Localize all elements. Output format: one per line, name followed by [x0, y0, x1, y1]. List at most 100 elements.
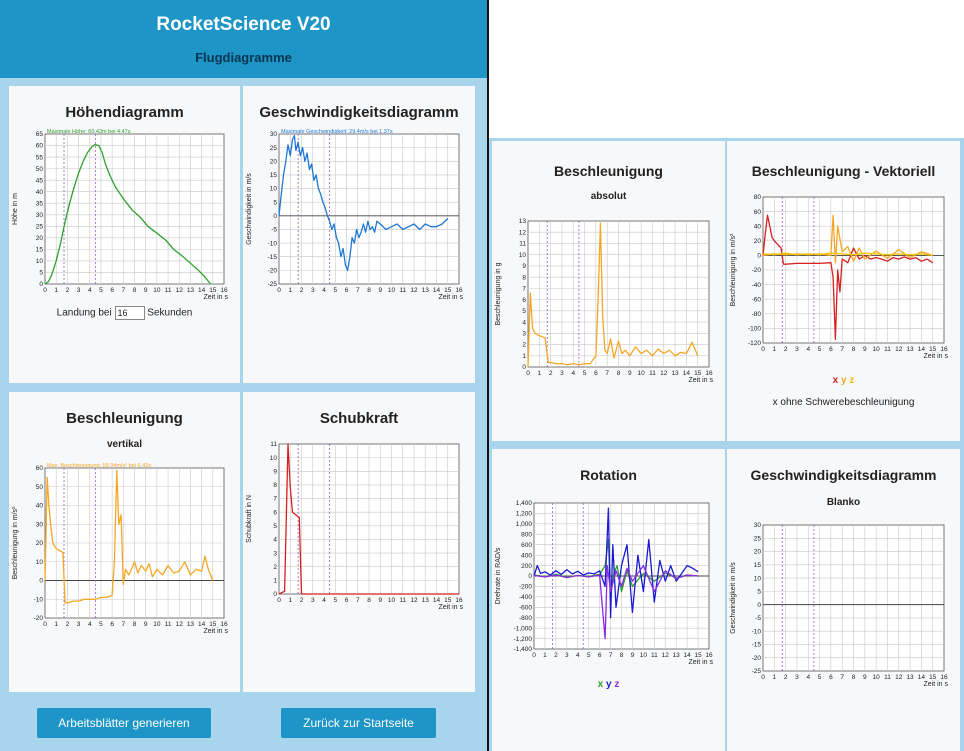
x-tick-label: 4	[88, 621, 92, 628]
x-tick-label: 16	[455, 597, 463, 604]
legend-x: x	[597, 679, 604, 690]
y-tick-label: 65	[36, 131, 44, 138]
card-subtitle: Blanko	[826, 497, 861, 508]
x-tick-label: 11	[649, 370, 656, 377]
x-tick-label: 8	[133, 621, 137, 628]
legend-z: z	[849, 375, 855, 386]
y-tick-label: 10	[270, 186, 278, 193]
y-tick-label: 20	[754, 238, 762, 245]
y-tick-label: 5	[273, 523, 277, 530]
y-tick-label: 4	[273, 537, 277, 544]
y-tick-label: 40	[36, 189, 44, 196]
y-tick-label: 35	[36, 200, 44, 207]
chart-annotation: Maximale Geschwindigkeit: 29.4m/s bei 1.…	[281, 129, 393, 135]
y-tick-label: -800	[519, 615, 532, 622]
x-tick-label: 6	[598, 652, 602, 659]
card-beschleunigung-vektoriell: Beschleunigung - Vektoriell 0 1 2 3 4 5 6 7 8 9 10…	[727, 141, 960, 441]
x-tick-label: 0	[761, 346, 765, 353]
window-divider	[487, 0, 489, 751]
x-tick-label: 14	[433, 287, 441, 294]
x-tick-label: 10	[638, 370, 646, 377]
y-tick-label: 400	[521, 552, 532, 559]
y-tick-label: 60	[36, 465, 44, 472]
x-tick-label: 1	[54, 621, 58, 628]
x-tick-label: 9	[378, 287, 382, 294]
card-title: Höhendiagramm	[65, 104, 184, 121]
y-tick-label: 800	[521, 531, 532, 538]
x-tick-label: 12	[660, 370, 668, 377]
x-tick-label: 9	[144, 621, 148, 628]
right-app-panel: Beschleunigung absolut 0 1 2 3 4 5 6 7 8 9 10 11 12 1…	[489, 138, 964, 751]
y-tick-label: 60	[754, 209, 762, 216]
x-tick-label: 12	[895, 346, 903, 353]
page-subtitle: Flugdiagramme	[195, 50, 292, 65]
x-tick-label: 13	[906, 346, 914, 353]
y-axis-label: Schubkraft in N	[246, 495, 253, 543]
generate-worksheets-button[interactable]: Arbeitsblätter generieren	[37, 708, 211, 738]
y-tick-label: -1,200	[514, 636, 533, 643]
back-to-start-button[interactable]: Zurück zur Startseite	[281, 708, 436, 738]
x-tick-label: 11	[884, 346, 891, 353]
y-tick-label: -5	[271, 227, 277, 234]
series-line-blue	[278, 134, 449, 272]
x-tick-label: 4	[576, 652, 580, 659]
y-axis-label: Beschleunigung in g	[495, 262, 502, 325]
y-tick-label: -1,000	[514, 625, 533, 632]
x-tick-label: 10	[153, 621, 161, 628]
x-tick-label: 13	[673, 652, 681, 659]
x-tick-label: 2	[549, 370, 553, 377]
y-tick-label: 30	[36, 521, 44, 528]
landing-seconds-input[interactable]: 16	[114, 306, 145, 320]
x-tick-label: 2	[784, 674, 788, 681]
x-tick-label: 8	[852, 674, 856, 681]
y-axis-label: Höhe in m	[12, 193, 19, 225]
x-tick-label: 2	[554, 652, 558, 659]
x-tick-label: 10	[388, 287, 396, 294]
x-tick-label: 13	[187, 621, 195, 628]
x-tick-label: 5	[99, 621, 103, 628]
x-tick-label: 6	[345, 287, 349, 294]
y-tick-label: 1,000	[516, 521, 533, 528]
card-title: Beschleunigung	[66, 410, 183, 427]
x-tick-label: 10	[640, 652, 648, 659]
y-tick-label: 25	[36, 224, 44, 231]
landing-suffix: Sekunden	[147, 307, 193, 319]
y-tick-label: -20	[34, 615, 44, 622]
x-tick-label: 5	[818, 346, 822, 353]
y-tick-label: -20	[268, 268, 278, 275]
x-tick-label: 8	[367, 597, 371, 604]
legend-y: y	[606, 679, 612, 690]
x-tick-label: 10	[873, 674, 881, 681]
x-tick-label: 7	[356, 597, 360, 604]
y-tick-label: 15	[36, 247, 44, 254]
x-tick-label: 1	[773, 674, 777, 681]
y-tick-label: 10	[270, 455, 278, 462]
y-tick-label: 12	[519, 229, 527, 236]
card-title: Rotation	[580, 467, 637, 483]
x-tick-label: 4	[806, 674, 810, 681]
x-axis-label: Zeit in s	[688, 659, 713, 666]
y-tick-label: 7	[273, 496, 277, 503]
x-tick-label: 4	[88, 287, 92, 294]
x-tick-label: 10	[873, 346, 881, 353]
card-geschwindigkeit: Geschwindigkeitsdiagramm 0 1 2 3 4 5 6 7 8 9 10 11 1…	[243, 86, 475, 383]
x-tick-label: 16	[940, 346, 948, 353]
x-tick-label: 1	[773, 346, 777, 353]
y-tick-label: 15	[270, 172, 278, 179]
x-tick-label: 5	[818, 674, 822, 681]
x-tick-label: 16	[705, 652, 713, 659]
x-tick-label: 14	[684, 652, 692, 659]
y-tick-label: -200	[519, 584, 532, 591]
x-tick-label: 7	[609, 652, 613, 659]
y-tick-label: 2	[522, 342, 526, 349]
legend-rotation: x y z	[492, 679, 725, 690]
x-tick-label: 9	[631, 652, 635, 659]
chart-annotation: Max. Beschleunigung: 58.94m/s² bei 6.42s	[47, 463, 151, 469]
landing-prefix: Landung bei	[56, 307, 112, 319]
x-tick-label: 15	[929, 346, 937, 353]
x-tick-label: 3	[77, 621, 81, 628]
x-tick-label: 8	[620, 652, 624, 659]
x-tick-label: 6	[829, 674, 833, 681]
y-tick-label: 11	[270, 441, 277, 448]
x-tick-label: 2	[66, 621, 70, 628]
